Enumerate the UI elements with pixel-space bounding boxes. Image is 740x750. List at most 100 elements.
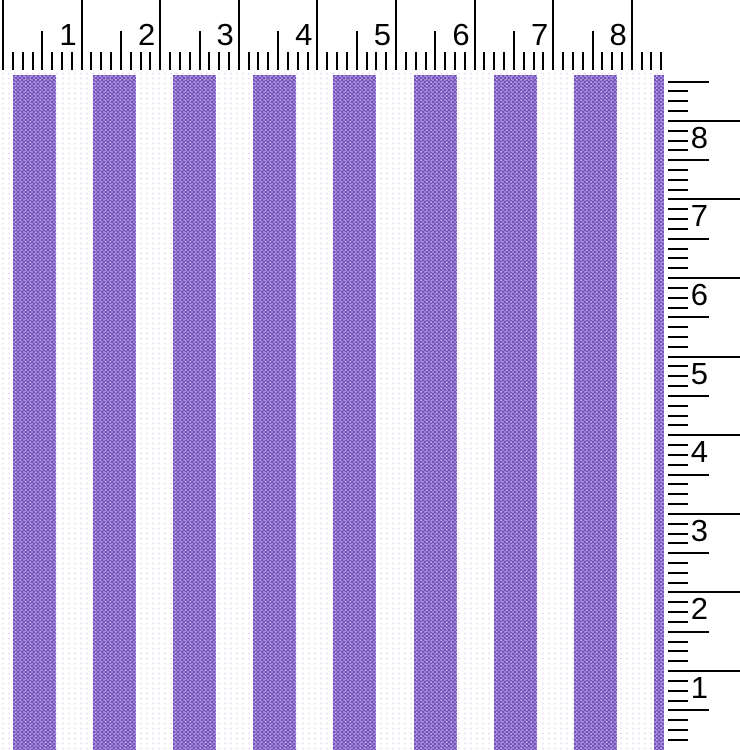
top-ruler-tick-eighth	[60, 52, 63, 70]
right-ruler-tick-eighth	[668, 247, 688, 250]
right-ruler-tick-eighth	[668, 257, 688, 260]
right-ruler-tick-eighth	[668, 522, 688, 525]
right-ruler-tick-eighth	[668, 404, 688, 407]
right-ruler-number-5: 5	[690, 355, 708, 391]
top-ruler-tick-eighth	[463, 52, 466, 70]
right-ruler-tick-eighth	[668, 689, 688, 692]
right-ruler-tick-eighth	[668, 738, 688, 741]
purple-stripe	[573, 75, 617, 750]
right-ruler-tick-inch	[668, 670, 740, 672]
right-ruler-tick-eighth	[668, 208, 688, 211]
top-ruler-tick-eighth	[70, 52, 73, 70]
top-ruler-number-2: 2	[137, 17, 156, 52]
right-ruler-tick-eighth	[668, 129, 688, 132]
top-ruler-number-3: 3	[216, 17, 234, 52]
right-ruler-tick-eighth	[668, 601, 688, 604]
right-ruler-tick-inch	[668, 434, 740, 437]
right-ruler-tick-eighth	[668, 581, 688, 584]
top-ruler-number-7: 7	[530, 17, 549, 52]
right-ruler-tick-eighth	[668, 571, 688, 574]
top-ruler-tick-eighth	[169, 52, 171, 70]
right-ruler-tick-eighth	[668, 306, 688, 309]
right-ruler-tick-eighth	[668, 414, 688, 417]
top-ruler-tick-half	[41, 31, 44, 70]
top-ruler-tick-eighth	[385, 52, 388, 70]
top-ruler-tick-eighth	[483, 52, 486, 70]
top-ruler-tick-eighth	[660, 52, 663, 70]
top-ruler-tick-eighth	[100, 52, 103, 70]
top-ruler-tick-eighth	[228, 52, 230, 70]
top-ruler-number-1: 1	[59, 17, 77, 52]
top-ruler-tick-eighth	[257, 52, 260, 70]
fabric-swatch	[0, 71, 664, 750]
top-ruler-tick-inch	[395, 0, 397, 70]
right-ruler-tick-eighth	[668, 178, 688, 181]
top-ruler-tick-eighth	[51, 52, 54, 70]
top-ruler-number-5: 5	[373, 17, 391, 52]
right-ruler-tick-eighth	[668, 493, 688, 496]
top-ruler-tick-half	[434, 31, 437, 70]
right-ruler-tick-eighth	[668, 267, 688, 270]
top-ruler-tick-eighth	[178, 52, 181, 70]
right-ruler-number-4: 4	[690, 434, 708, 470]
right-ruler-tick-eighth	[668, 296, 688, 299]
top-ruler-tick-eighth	[129, 52, 132, 70]
top-ruler-tick-eighth	[365, 52, 368, 70]
right-ruler-tick-eighth	[668, 679, 688, 682]
top-ruler-tick-half	[198, 31, 201, 70]
right-ruler-tick-eighth	[668, 453, 688, 456]
right-ruler-tick-eighth	[668, 463, 688, 466]
top-ruler-tick-eighth	[503, 52, 506, 70]
top-ruler-tick-half	[277, 31, 280, 70]
purple-stripe	[333, 75, 377, 750]
top-ruler-tick-inch	[159, 0, 162, 70]
right-ruler-tick-eighth	[668, 650, 688, 653]
right-ruler-tick-eighth	[668, 336, 688, 338]
right-ruler-tick-eighth	[668, 326, 688, 329]
top-ruler-tick-eighth	[493, 52, 496, 70]
top-ruler-tick-eighth	[522, 52, 525, 70]
right-ruler-tick-eighth	[668, 375, 688, 378]
right-ruler-tick-eighth	[668, 188, 688, 191]
top-ruler-tick-eighth	[110, 52, 113, 70]
top-ruler-tick-half	[119, 31, 122, 70]
right-ruler-tick-eighth	[668, 149, 688, 152]
right-ruler-tick-eighth	[668, 385, 688, 388]
right-ruler-tick-eighth	[668, 660, 688, 663]
purple-stripe	[493, 75, 537, 750]
right-ruler-number-7: 7	[690, 198, 708, 234]
top-ruler-tick-eighth	[375, 52, 378, 70]
right-ruler-tick-eighth	[668, 620, 688, 623]
top-ruler-tick-eighth	[414, 52, 417, 70]
right-ruler-tick-eighth	[668, 611, 688, 613]
top-ruler-tick-eighth	[424, 52, 427, 70]
top-ruler-tick-eighth	[11, 52, 14, 70]
right-ruler-tick-half	[668, 630, 709, 633]
top-ruler-tick-eighth	[21, 52, 24, 70]
right-ruler-tick-eighth	[668, 542, 688, 545]
right-ruler-tick-eighth	[668, 729, 688, 731]
top-ruler-tick-eighth	[621, 52, 623, 70]
top-ruler-number-4: 4	[295, 17, 313, 52]
top-ruler-number-6: 6	[452, 17, 470, 52]
top-ruler-tick-inch	[80, 0, 83, 70]
right-ruler-tick-half	[668, 159, 709, 162]
top-ruler-tick-eighth	[139, 52, 142, 70]
right-ruler-tick-inch	[668, 198, 740, 201]
top-ruler-tick-eighth	[581, 52, 584, 70]
right-ruler-tick-half	[668, 80, 709, 83]
purple-stripe	[13, 75, 56, 750]
top-ruler-tick-half	[512, 31, 515, 70]
purple-stripe	[253, 75, 297, 750]
top-ruler-tick-eighth	[188, 52, 191, 70]
top-ruler-tick-eighth	[542, 52, 545, 70]
top-ruler-tick-eighth	[571, 52, 574, 70]
top-ruler-tick-eighth	[601, 52, 604, 70]
top-ruler-tick-eighth	[31, 52, 34, 70]
right-ruler-number-6: 6	[690, 277, 708, 312]
right-ruler-tick-eighth	[668, 168, 688, 171]
purple-stripe	[653, 75, 664, 750]
right-ruler-tick-eighth	[668, 424, 688, 427]
